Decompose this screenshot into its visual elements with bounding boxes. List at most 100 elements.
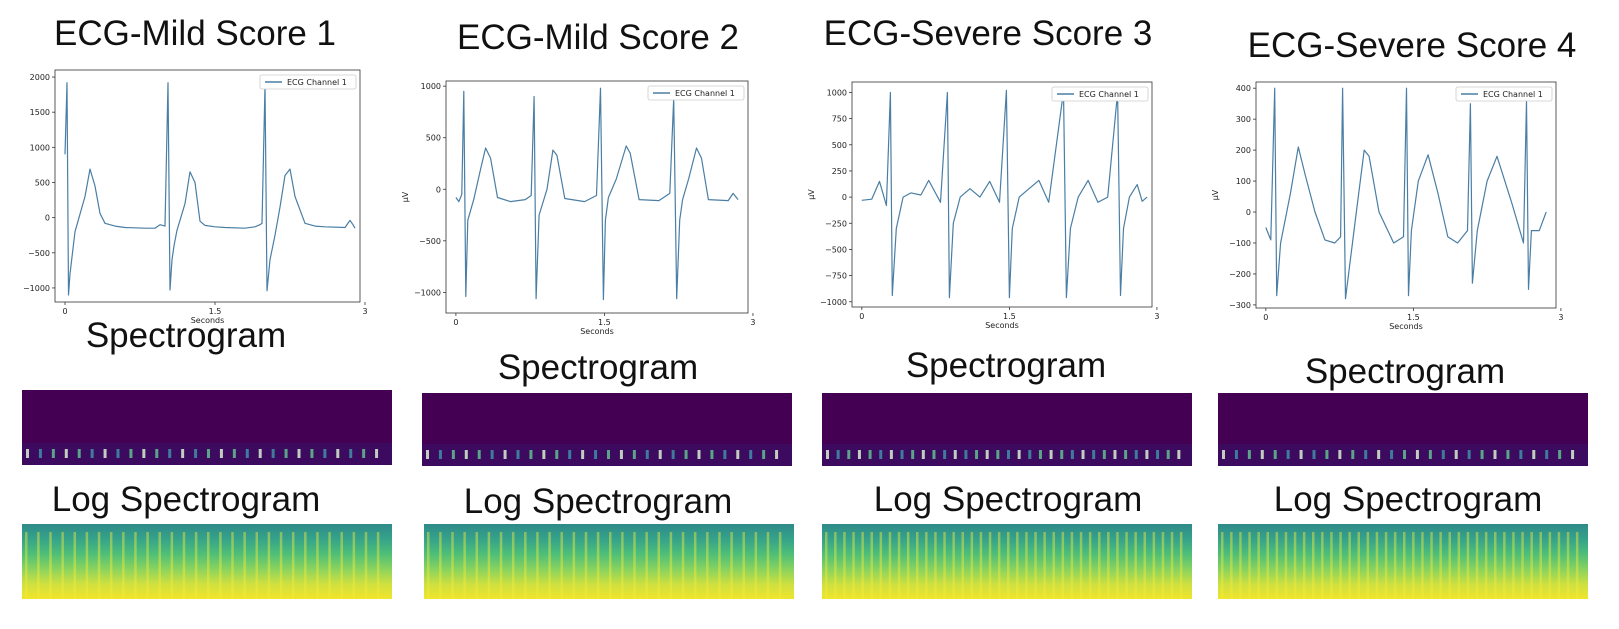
spectrogram-pulse	[207, 449, 210, 458]
y-tick-label: 0	[1246, 208, 1251, 217]
log-spectrogram-streak	[1025, 532, 1028, 599]
spectrogram-pulse	[1506, 450, 1510, 459]
y-axis-label: μV	[807, 189, 816, 200]
spectrogram-title: Spectrogram	[1304, 352, 1506, 391]
spectrogram-pulse	[64, 449, 68, 458]
plot-frame	[54, 69, 361, 303]
log-spectrogram-streak	[1266, 532, 1269, 599]
log-spectrogram-streak	[730, 532, 733, 599]
spectrogram-pulse	[362, 449, 366, 458]
log-spectrogram-streak	[511, 532, 515, 599]
log-spectrogram-streak	[1448, 532, 1451, 599]
spectrogram-pulse	[529, 450, 533, 459]
spectrogram-pulse	[964, 450, 968, 459]
log-spectrogram-streak	[979, 532, 983, 599]
spectrogram-pulse	[155, 449, 159, 458]
spectrogram-pulse	[1390, 450, 1394, 459]
log-spectrogram-streak	[1107, 532, 1110, 599]
spectrogram-pulse	[1007, 450, 1010, 459]
spectrogram-pulse	[51, 449, 55, 458]
spectrogram-pulse	[1403, 450, 1406, 459]
y-tick-label: 750	[832, 115, 847, 124]
x-tick-label: 0	[1263, 313, 1268, 322]
spectrogram-pulse	[323, 449, 327, 458]
log-spectrogram-streak	[1521, 532, 1524, 599]
log-spectrogram-title: Log Spectrogram	[51, 480, 321, 519]
log-spectrogram-streak	[861, 532, 864, 599]
x-tick-label: 0	[859, 312, 864, 321]
x-tick-label: 1.5	[1407, 313, 1420, 322]
log-spectrogram-streak	[1421, 532, 1424, 599]
log-spectrogram-background	[1218, 524, 1588, 599]
spectrogram-pulse	[1299, 450, 1303, 459]
log-spectrogram-streak	[182, 532, 186, 599]
log-spectrogram-streak	[134, 532, 137, 599]
log-spectrogram-streak	[291, 532, 295, 599]
legend-label: ECG Channel 1	[675, 89, 735, 98]
spectrogram-pulse	[181, 449, 185, 458]
spectrogram-pulse	[826, 450, 829, 459]
log-spectrogram-streak	[1530, 532, 1533, 599]
log-spectrogram-streak	[718, 532, 721, 599]
log-spectrogram-image	[822, 524, 1192, 599]
spectrogram-pulse	[736, 450, 740, 459]
log-spectrogram-streak	[693, 532, 697, 599]
spectrogram-pulse	[1081, 450, 1085, 459]
log-spectrogram-streak	[645, 532, 648, 599]
x-tick-label: 1.5	[598, 318, 611, 327]
spectrogram-pulse	[1545, 450, 1549, 459]
chart-title: ECG-Severe Score 3	[823, 14, 1153, 53]
log-spectrogram-streak	[1512, 532, 1515, 599]
spectrogram-pulse	[38, 449, 42, 458]
log-spectrogram-streak	[943, 532, 946, 599]
spectrogram-pulse	[1234, 450, 1238, 459]
log-spectrogram-streak	[37, 532, 40, 599]
legend-box	[259, 74, 357, 90]
ecg-series-line	[1265, 87, 1547, 300]
log-spectrogram-streak	[669, 532, 673, 599]
spectrogram-pulse	[258, 449, 262, 458]
log-spectrogram-streak	[85, 532, 89, 599]
log-spectrogram-streak	[1230, 532, 1233, 599]
log-spectrogram-streak	[961, 532, 964, 599]
spectrogram-pulse	[555, 450, 559, 459]
log-spectrogram-streak	[219, 532, 222, 599]
log-spectrogram-streak	[1043, 532, 1046, 599]
spectrogram-pulse	[1273, 450, 1277, 459]
spectrogram-pulse	[911, 450, 915, 459]
log-spectrogram-streak	[1134, 532, 1137, 599]
spectrogram-pulse	[868, 450, 872, 459]
y-tick-label: 250	[832, 167, 847, 176]
spectrogram-pulse	[1038, 450, 1042, 459]
spectrogram-pulse	[1247, 450, 1251, 459]
log-spectrogram-streak	[825, 532, 828, 599]
log-spectrogram-streak	[560, 532, 563, 599]
y-axis-label: μV	[1211, 189, 1220, 200]
log-spectrogram-streak	[1079, 532, 1083, 599]
log-spectrogram-streak	[1034, 532, 1037, 599]
log-spectrogram-streak	[1566, 532, 1570, 599]
legend-box	[647, 85, 745, 101]
spectrogram-pulse	[451, 450, 455, 459]
log-spectrogram-streak	[61, 532, 64, 599]
spectrogram-pulse	[1028, 450, 1032, 459]
log-spectrogram-streak	[49, 532, 52, 599]
y-tick-label: 500	[832, 141, 847, 150]
log-spectrogram-streak	[267, 532, 271, 599]
log-spectrogram-streak	[1375, 532, 1379, 599]
log-spectrogram-streak	[475, 532, 479, 599]
log-spectrogram-streak	[1393, 532, 1397, 599]
log-spectrogram-streak	[621, 532, 624, 599]
log-spectrogram-streak	[524, 532, 527, 599]
spectrogram-pulse	[90, 449, 94, 458]
y-tick-label: 2000	[30, 73, 50, 82]
panel-2: ECG-Mild Score 2 −1000 −500 0 500 1000 0 1.5 3 S…	[398, 0, 798, 629]
log-spectrogram-streak	[1302, 532, 1306, 599]
log-spectrogram-streak	[1494, 532, 1497, 599]
log-spectrogram-streak	[1170, 532, 1174, 599]
log-spectrogram-streak	[1430, 532, 1433, 599]
spectrogram-pulse	[284, 449, 288, 458]
log-spectrogram-streak	[997, 532, 1001, 599]
spectrogram-pulse	[645, 450, 649, 459]
legend-box	[1051, 86, 1149, 102]
